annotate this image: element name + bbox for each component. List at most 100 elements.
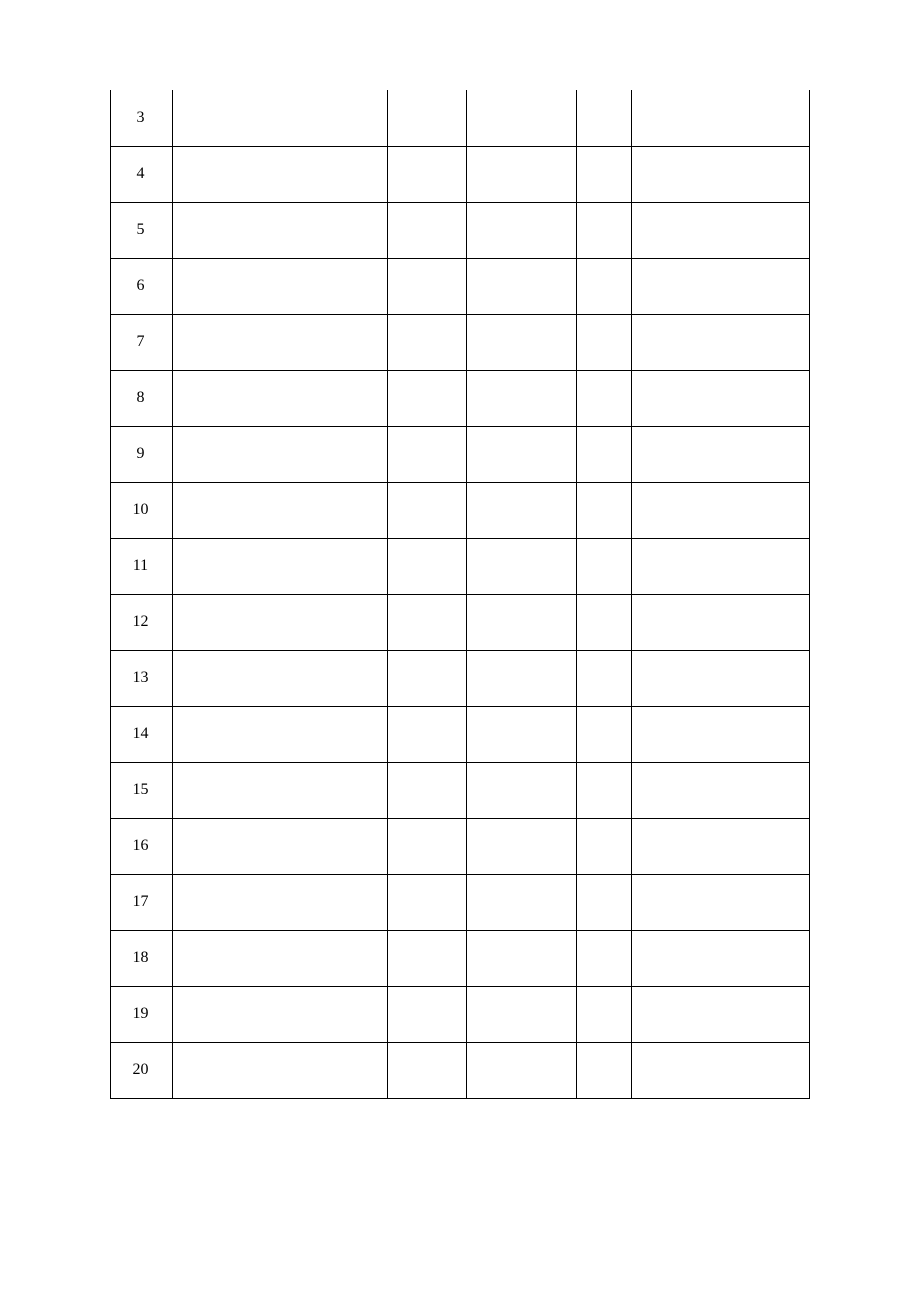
table-row: 15 bbox=[111, 762, 810, 818]
table-row: 19 bbox=[111, 986, 810, 1042]
data-table: 34567891011121314151617181920 bbox=[110, 90, 810, 1099]
table-container: 34567891011121314151617181920 bbox=[110, 90, 810, 1099]
table-row: 20 bbox=[111, 1042, 810, 1098]
table-cell bbox=[172, 818, 387, 874]
table-cell bbox=[172, 202, 387, 258]
table-cell bbox=[172, 930, 387, 986]
row-number-cell: 17 bbox=[111, 874, 173, 930]
table-cell bbox=[632, 930, 810, 986]
table-row: 10 bbox=[111, 482, 810, 538]
row-number-cell: 8 bbox=[111, 370, 173, 426]
table-cell bbox=[577, 650, 632, 706]
row-number-cell: 13 bbox=[111, 650, 173, 706]
table-cell bbox=[387, 146, 467, 202]
table-row: 17 bbox=[111, 874, 810, 930]
table-cell bbox=[172, 650, 387, 706]
row-number-cell: 4 bbox=[111, 146, 173, 202]
table-cell bbox=[172, 370, 387, 426]
row-number-cell: 5 bbox=[111, 202, 173, 258]
table-cell bbox=[632, 482, 810, 538]
table-cell bbox=[577, 258, 632, 314]
table-cell bbox=[577, 1042, 632, 1098]
table-cell bbox=[577, 818, 632, 874]
table-cell bbox=[577, 762, 632, 818]
table-row: 9 bbox=[111, 426, 810, 482]
table-cell bbox=[467, 538, 577, 594]
table-cell bbox=[577, 986, 632, 1042]
table-cell bbox=[387, 538, 467, 594]
table-cell bbox=[387, 370, 467, 426]
table-cell bbox=[632, 1042, 810, 1098]
table-row: 6 bbox=[111, 258, 810, 314]
table-cell bbox=[172, 146, 387, 202]
table-row: 3 bbox=[111, 90, 810, 146]
table-cell bbox=[387, 874, 467, 930]
table-cell bbox=[387, 650, 467, 706]
table-cell bbox=[467, 594, 577, 650]
table-cell bbox=[172, 538, 387, 594]
row-number-cell: 18 bbox=[111, 930, 173, 986]
row-number-cell: 20 bbox=[111, 1042, 173, 1098]
row-number-cell: 15 bbox=[111, 762, 173, 818]
table-cell bbox=[387, 762, 467, 818]
table-cell bbox=[172, 426, 387, 482]
table-cell bbox=[632, 202, 810, 258]
table-cell bbox=[387, 90, 467, 146]
table-cell bbox=[577, 874, 632, 930]
table-cell bbox=[172, 1042, 387, 1098]
row-number-cell: 14 bbox=[111, 706, 173, 762]
table-cell bbox=[172, 594, 387, 650]
table-cell bbox=[172, 314, 387, 370]
table-cell bbox=[387, 594, 467, 650]
table-cell bbox=[577, 202, 632, 258]
table-cell bbox=[387, 426, 467, 482]
table-cell bbox=[577, 314, 632, 370]
table-cell bbox=[577, 370, 632, 426]
table-cell bbox=[467, 874, 577, 930]
table-cell bbox=[172, 90, 387, 146]
table-row: 4 bbox=[111, 146, 810, 202]
table-cell bbox=[172, 874, 387, 930]
table-cell bbox=[577, 538, 632, 594]
row-number-cell: 3 bbox=[111, 90, 173, 146]
table-cell bbox=[387, 930, 467, 986]
table-cell bbox=[172, 706, 387, 762]
row-number-cell: 10 bbox=[111, 482, 173, 538]
table-cell bbox=[467, 90, 577, 146]
table-cell bbox=[467, 762, 577, 818]
table-cell bbox=[467, 482, 577, 538]
table-cell bbox=[632, 426, 810, 482]
table-cell bbox=[467, 146, 577, 202]
table-row: 13 bbox=[111, 650, 810, 706]
table-cell bbox=[577, 90, 632, 146]
table-cell bbox=[577, 706, 632, 762]
table-cell bbox=[387, 986, 467, 1042]
table-cell bbox=[467, 258, 577, 314]
table-cell bbox=[467, 426, 577, 482]
table-row: 7 bbox=[111, 314, 810, 370]
table-cell bbox=[632, 650, 810, 706]
table-cell bbox=[387, 202, 467, 258]
row-number-cell: 12 bbox=[111, 594, 173, 650]
table-cell bbox=[577, 146, 632, 202]
table-cell bbox=[467, 986, 577, 1042]
table-row: 8 bbox=[111, 370, 810, 426]
table-cell bbox=[467, 818, 577, 874]
table-cell bbox=[632, 986, 810, 1042]
table-cell bbox=[467, 930, 577, 986]
table-cell bbox=[577, 594, 632, 650]
table-cell bbox=[387, 258, 467, 314]
table-cell bbox=[632, 146, 810, 202]
table-cell bbox=[632, 538, 810, 594]
table-cell bbox=[387, 818, 467, 874]
table-cell bbox=[467, 650, 577, 706]
table-cell bbox=[172, 762, 387, 818]
table-cell bbox=[577, 482, 632, 538]
table-row: 18 bbox=[111, 930, 810, 986]
table-cell bbox=[172, 482, 387, 538]
table-cell bbox=[467, 202, 577, 258]
table-row: 14 bbox=[111, 706, 810, 762]
table-cell bbox=[577, 426, 632, 482]
table-cell bbox=[387, 1042, 467, 1098]
table-cell bbox=[467, 706, 577, 762]
